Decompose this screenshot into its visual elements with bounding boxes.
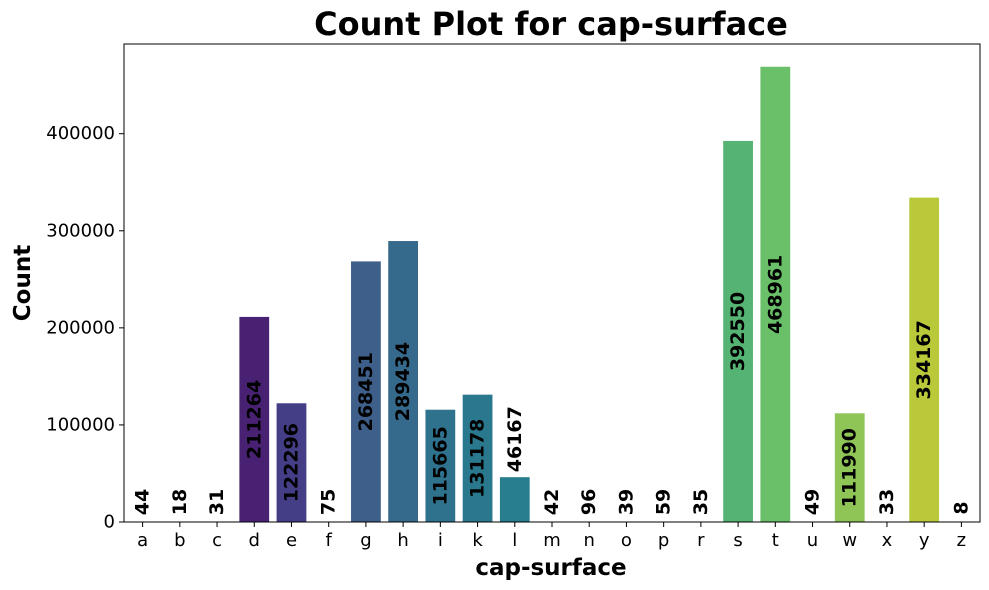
x-tick-label: s: [733, 530, 742, 551]
x-tick-label: w: [842, 530, 857, 551]
bar-value-label: 392550: [727, 292, 749, 371]
bar-value-label: 33: [876, 489, 898, 515]
bar-value-label: 211264: [243, 380, 265, 459]
x-tick-label: k: [472, 530, 483, 551]
x-tick-label: x: [882, 530, 893, 551]
bar-l: [499, 477, 530, 522]
x-tick-label: f: [326, 530, 333, 551]
bar-value-label: 18: [169, 489, 191, 515]
bar-value-label: 96: [578, 489, 600, 515]
x-tick-label: t: [772, 530, 779, 551]
x-tick-label: z: [957, 530, 966, 551]
x-tick-label: l: [512, 530, 517, 551]
y-tick-label: 0: [104, 512, 115, 533]
bar-value-label: 46167: [504, 406, 526, 472]
x-tick-label: b: [174, 530, 185, 551]
x-tick-label: r: [697, 530, 705, 551]
x-tick-label: c: [212, 530, 222, 551]
y-tick-label: 100000: [46, 414, 115, 435]
bar-k: [462, 394, 493, 522]
x-tick-label: o: [621, 530, 632, 551]
plot-frame: [123, 43, 981, 523]
bar-value-label: 39: [615, 489, 637, 515]
bar-i: [425, 409, 456, 522]
x-tick-label: a: [137, 530, 148, 551]
bar-s: [723, 140, 753, 523]
chart-title: Count Plot for cap-surface: [314, 5, 788, 43]
bar-value-label: 8: [950, 501, 972, 514]
x-tick-label: g: [360, 530, 371, 551]
bar-value-label: 334167: [913, 320, 935, 399]
bar-h: [388, 241, 419, 522]
y-tick-label: 400000: [46, 123, 115, 144]
x-tick-label: y: [919, 530, 930, 551]
bar-value-label: 131178: [467, 419, 489, 498]
x-tick-label: e: [286, 530, 297, 551]
plot-area: 44 18 31 211264 122296 75 268451 289434 115665 13…: [46, 66, 977, 551]
bar-t: [760, 66, 791, 523]
bar-value-label: 289434: [392, 342, 414, 421]
bar-value-label: 49: [802, 489, 824, 515]
bar-w: [834, 413, 865, 522]
y-tick-label: 200000: [46, 317, 115, 338]
x-tick-label: d: [249, 530, 260, 551]
bar-value-label: 59: [653, 489, 675, 515]
bar-value-label: 44: [132, 489, 154, 515]
bar-value-label: 268451: [355, 352, 377, 431]
bar-d: [239, 316, 270, 522]
x-tick-label: h: [397, 530, 408, 551]
x-tick-label: u: [807, 530, 818, 551]
x-tick-label: i: [438, 530, 443, 551]
x-tick-label: m: [543, 530, 561, 551]
bar-value-label: 122296: [280, 423, 302, 502]
x-tick-label: n: [584, 530, 595, 551]
bar-e: [276, 403, 307, 522]
bar-value-label: 115665: [429, 426, 451, 505]
x-tick-label: p: [658, 530, 669, 551]
bar-value-label: 111990: [839, 428, 861, 507]
x-axis-label: cap-surface: [475, 555, 626, 581]
bar-value-label: 42: [541, 489, 563, 515]
y-tick-label: 300000: [46, 220, 115, 241]
bar-value-label: 35: [690, 489, 712, 515]
bar-g: [351, 261, 381, 522]
bar-value-label: 31: [206, 489, 228, 515]
y-axis-label: Count: [10, 245, 36, 321]
bar-y: [909, 197, 940, 522]
bar-value-label: 468961: [764, 255, 786, 334]
bar-value-label: 75: [318, 489, 340, 515]
